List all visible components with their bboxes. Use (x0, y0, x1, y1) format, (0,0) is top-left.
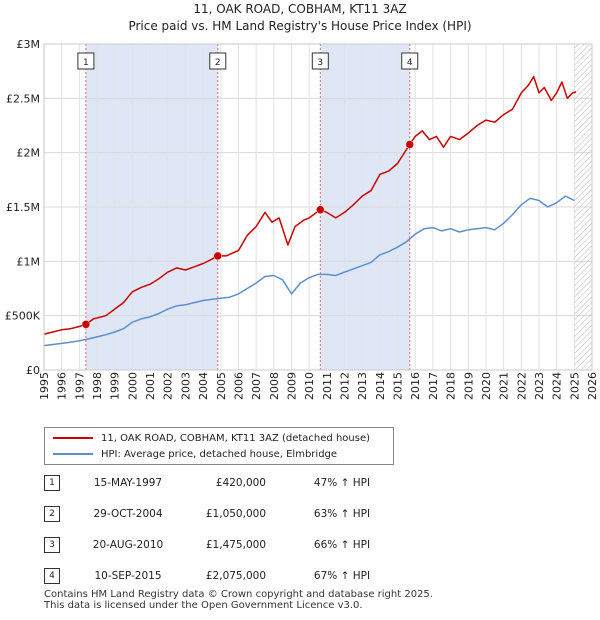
chart-legend: 11, OAK ROAD, COBHAM, KT11 3AZ (detached… (44, 427, 394, 465)
legend-swatch-property (53, 437, 93, 439)
sale-date: 29-OCT-2004 (93, 508, 163, 520)
sale-hpi-change: 67% ↑ HPI (313, 570, 371, 582)
legend-label-hpi: HPI: Average price, detached house, Elmb… (101, 448, 338, 460)
y-tick-label: £1M (17, 255, 41, 268)
sale-row: 4 10-SEP-2015 £2,075,000 67% ↑ HPI (44, 566, 404, 586)
sale-hpi-change: 63% ↑ HPI (313, 508, 371, 520)
forecast-hatch (574, 44, 592, 370)
x-tick-label: 2002 (162, 372, 175, 400)
x-tick-label: 2006 (232, 372, 245, 400)
sale-row: 3 20-AUG-2010 £1,475,000 66% ↑ HPI (44, 535, 404, 555)
footer-copyright: Contains HM Land Registry data © Crown c… (44, 589, 433, 600)
sale-point (81, 320, 91, 329)
sale-date: 15-MAY-1997 (93, 477, 163, 489)
x-tick-label: 2011 (321, 372, 334, 400)
legend-item-hpi: HPI: Average price, detached house, Elmb… (53, 447, 337, 461)
y-tick-label: £2.5M (6, 92, 40, 105)
x-tick-label: 2022 (515, 372, 528, 400)
price-chart: 1 2 3 4 £0 £500K £1M £1.5M £2M £2.5M £3M 1995 1996 1… (5, 38, 599, 400)
x-tick-label: 1998 (91, 372, 104, 400)
footer-licence: This data is licensed under the Open Gov… (44, 600, 363, 611)
x-tick-label: 2017 (427, 372, 440, 400)
sale-row: 2 29-OCT-2004 £1,050,000 63% ↑ HPI (44, 504, 404, 524)
x-tick-label: 1997 (73, 372, 86, 400)
sale-marker-label: 4 (407, 58, 413, 68)
sale-marker-box (311, 52, 329, 70)
x-tick-label: 2008 (268, 372, 281, 400)
x-tick-label: 2012 (339, 372, 352, 400)
x-tick-label: 2010 (303, 372, 316, 400)
x-tick-label: 2005 (215, 372, 228, 400)
sale-hpi-change: 66% ↑ HPI (313, 539, 371, 551)
legend-label-property: 11, OAK ROAD, COBHAM, KT11 3AZ (detached… (101, 432, 371, 444)
y-tick-label: £3M (17, 38, 41, 51)
sale-marker-box (77, 52, 95, 70)
sale-point (316, 205, 325, 214)
x-tick-label: 2021 (498, 372, 511, 400)
sale-hpi-change: 47% ↑ HPI (313, 477, 371, 489)
series-line-property (43, 75, 577, 335)
x-tick-label: 2004 (197, 372, 210, 400)
x-tick-label: 2000 (126, 372, 139, 400)
x-tick-label: 2020 (480, 372, 493, 400)
y-tick-label: £0 (26, 364, 40, 377)
sale-marker-box (209, 52, 227, 70)
sale-marker-box (401, 52, 419, 70)
x-tick-label: 2016 (409, 372, 422, 400)
y-tick-label: £500K (5, 310, 41, 323)
x-tick-label: 2015 (392, 372, 405, 400)
x-tick-label: 2014 (374, 372, 387, 400)
legend-item-property: 11, OAK ROAD, COBHAM, KT11 3AZ (detached… (53, 431, 370, 445)
x-tick-label: 2018 (445, 372, 458, 400)
sale-date: 20-AUG-2010 (92, 539, 164, 551)
sale-marker-label: 3 (317, 58, 323, 68)
x-tick-label: 2026 (586, 372, 599, 400)
sale-price: £1,050,000 (205, 508, 266, 520)
sale-price: £420,000 (215, 477, 266, 489)
x-tick-label: 2025 (568, 372, 581, 400)
chart-subtitle: Price paid vs. HM Land Registry's House … (128, 19, 472, 33)
sale-price: £1,475,000 (205, 539, 266, 551)
sale-number-badge: 3 (44, 537, 60, 553)
x-tick-label: 2023 (533, 372, 546, 400)
sale-marker-label: 2 (215, 58, 221, 68)
x-tick-label: 1999 (109, 372, 122, 400)
x-tick-label: 2019 (462, 372, 475, 400)
x-tick-label: 2003 (179, 372, 192, 400)
sale-row: 1 15-MAY-1997 £420,000 47% ↑ HPI (44, 473, 404, 493)
x-tick-label: 1996 (56, 372, 69, 400)
sale-point (405, 140, 414, 149)
sale-number-badge: 4 (44, 568, 60, 584)
sale-marker-label: 1 (83, 58, 89, 68)
sale-date: 10-SEP-2015 (94, 570, 162, 582)
sale-price: £2,075,000 (205, 570, 266, 582)
x-tick-label: 2013 (356, 372, 369, 400)
plot-frame (43, 43, 593, 371)
legend-swatch-hpi (53, 453, 93, 455)
x-tick-label: 2024 (551, 372, 564, 400)
x-tick-label: 2009 (285, 372, 298, 400)
sale-number-badge: 2 (44, 506, 60, 522)
sale-number-badge: 1 (44, 475, 60, 491)
x-tick-label: 2001 (144, 372, 157, 400)
y-tick-label: £2M (17, 147, 41, 160)
sale-point (213, 251, 223, 261)
x-tick-label: 2007 (250, 372, 263, 400)
series-line-hpi (43, 195, 575, 347)
x-tick-label: 1995 (38, 372, 51, 400)
y-tick-label: £1.5M (6, 201, 40, 214)
chart-title-address: 11, OAK ROAD, COBHAM, KT11 3AZ (193, 2, 407, 16)
